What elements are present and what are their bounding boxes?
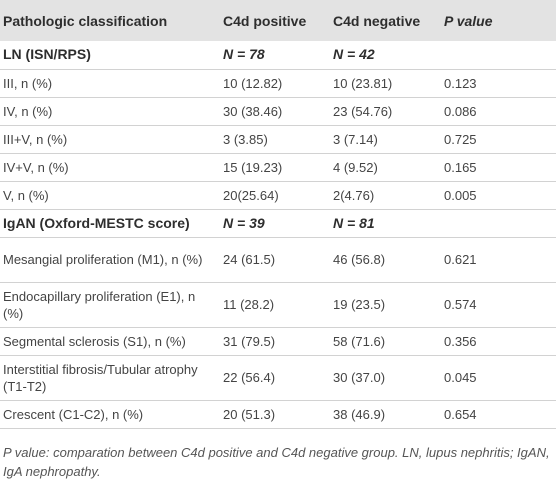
row-positive: 10 (12.82) — [219, 69, 329, 98]
section-n-negative: N = 42 — [329, 41, 440, 70]
section-n-positive: N = 78 — [219, 41, 329, 70]
row-label: III, n (%) — [0, 69, 219, 98]
row-p-value: 0.725 — [440, 125, 556, 154]
table-row: IV, n (%) 30 (38.46) 23 (54.76) 0.086 — [0, 97, 556, 126]
header-c4d-negative: C4d negative — [333, 12, 421, 29]
row-positive: 3 (3.85) — [219, 125, 329, 154]
row-positive: 24 (61.5) — [219, 237, 329, 283]
section-n-positive: N = 39 — [219, 209, 329, 238]
row-positive: 30 (38.46) — [219, 97, 329, 126]
row-p-value: 0.356 — [440, 327, 556, 356]
row-p-value: 0.086 — [440, 97, 556, 126]
table-row: Mesangial proliferation (M1), n (%) 24 (… — [0, 237, 556, 283]
table-row: III+V, n (%) 3 (3.85) 3 (7.14) 0.725 — [0, 125, 556, 154]
row-negative: 4 (9.52) — [329, 153, 440, 182]
row-p-value: 0.621 — [440, 237, 556, 283]
row-label: III+V, n (%) — [0, 125, 219, 154]
row-label: IV+V, n (%) — [0, 153, 219, 182]
table-row: Interstitial fibrosis/Tubular atrophy (T… — [0, 355, 556, 401]
row-label: Endocapillary proliferation (E1), n (%) — [0, 282, 219, 328]
row-negative: 38 (46.9) — [329, 400, 440, 429]
row-label: Interstitial fibrosis/Tubular atrophy (T… — [0, 355, 219, 401]
row-label: Mesangial proliferation (M1), n (%) — [0, 237, 219, 283]
table-footnote: P value: comparation between C4d positiv… — [3, 444, 550, 479]
section-n-negative: N = 81 — [329, 209, 440, 238]
section-empty-cell — [440, 209, 556, 238]
row-positive: 20(25.64) — [219, 181, 329, 210]
row-negative: 2(4.76) — [329, 181, 440, 210]
row-positive: 22 (56.4) — [219, 355, 329, 401]
row-negative: 19 (23.5) — [329, 282, 440, 328]
row-positive: 20 (51.3) — [219, 400, 329, 429]
row-negative: 10 (23.81) — [329, 69, 440, 98]
row-negative: 46 (56.8) — [329, 237, 440, 283]
row-positive: 31 (79.5) — [219, 327, 329, 356]
section-empty-cell — [440, 41, 556, 70]
row-label: Segmental sclerosis (S1), n (%) — [0, 327, 219, 356]
row-negative: 3 (7.14) — [329, 125, 440, 154]
row-p-value: 0.165 — [440, 153, 556, 182]
table-row: Endocapillary proliferation (E1), n (%) … — [0, 282, 556, 328]
section-row-igan: IgAN (Oxford-MESTC score) N = 39 N = 81 — [0, 209, 556, 238]
row-p-value: 0.574 — [440, 282, 556, 328]
table-row: III, n (%) 10 (12.82) 10 (23.81) 0.123 — [0, 69, 556, 98]
section-label: LN (ISN/RPS) — [0, 41, 219, 70]
section-label: IgAN (Oxford-MESTC score) — [0, 209, 219, 238]
row-p-value: 0.045 — [440, 355, 556, 401]
table-row: Segmental sclerosis (S1), n (%) 31 (79.5… — [0, 327, 556, 356]
row-positive: 11 (28.2) — [219, 282, 329, 328]
header-p-value: P value — [444, 12, 493, 29]
row-p-value: 0.654 — [440, 400, 556, 429]
section-row-ln: LN (ISN/RPS) N = 78 N = 42 — [0, 41, 556, 70]
row-p-value: 0.123 — [440, 69, 556, 98]
table-row: V, n (%) 20(25.64) 2(4.76) 0.005 — [0, 181, 556, 210]
row-negative: 23 (54.76) — [329, 97, 440, 126]
table-row: Crescent (C1-C2), n (%) 20 (51.3) 38 (46… — [0, 400, 556, 429]
row-negative: 58 (71.6) — [329, 327, 440, 356]
classification-table: Pathologic classification C4d positive C… — [0, 0, 556, 429]
row-label: Crescent (C1-C2), n (%) — [0, 400, 219, 429]
row-negative: 30 (37.0) — [329, 355, 440, 401]
row-positive: 15 (19.23) — [219, 153, 329, 182]
header-classification: Pathologic classification — [3, 12, 168, 29]
row-label: IV, n (%) — [0, 97, 219, 126]
row-label: V, n (%) — [0, 181, 219, 210]
table-row: IV+V, n (%) 15 (19.23) 4 (9.52) 0.165 — [0, 153, 556, 182]
row-p-value: 0.005 — [440, 181, 556, 210]
header-c4d-positive: C4d positive — [223, 12, 307, 29]
header-row: Pathologic classification C4d positive C… — [0, 0, 556, 41]
